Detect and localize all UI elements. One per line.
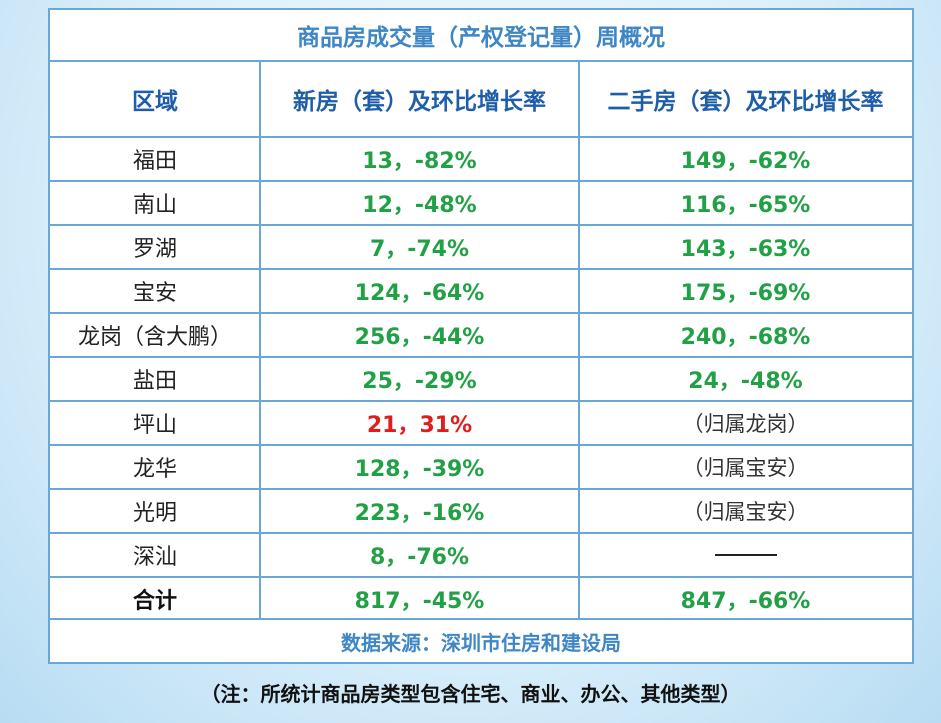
district-cell: 坪山	[132, 413, 177, 438]
new-homes-cell: 128，-39%	[354, 457, 485, 482]
divider	[50, 444, 912, 446]
resale-homes-cell: 116，-65%	[680, 193, 811, 218]
table-title: 商品房成交量（产权登记量）周概况	[297, 25, 665, 51]
table-row: 龙岗（含大鹏） 256，-44% 240，-68%	[50, 314, 912, 356]
new-homes-cell: 223，-16%	[354, 501, 485, 526]
divider	[50, 136, 912, 138]
data-table: 商品房成交量（产权登记量）周概况 区域 新房（套）及环比增长率 二手房（套）及环…	[48, 8, 914, 664]
divider	[50, 268, 912, 270]
district-cell: 光明	[132, 501, 177, 526]
district-cell: 龙华	[132, 457, 177, 482]
table-row: 坪山 21，31% （归属龙岗）	[50, 402, 912, 444]
table-row: 宝安 124，-64% 175，-69%	[50, 270, 912, 312]
new-homes-cell: 7，-74%	[369, 237, 470, 262]
total-label: 合计	[132, 589, 177, 614]
table-row: 龙华 128，-39% （归属宝安）	[50, 446, 912, 488]
new-homes-cell: 12，-48%	[362, 193, 477, 218]
total-row: 合计 817，-45% 847，-66%	[50, 578, 912, 620]
table-row: 深汕 8，-76%	[50, 534, 912, 576]
divider	[50, 356, 912, 358]
new-homes-cell: 21，31%	[366, 413, 473, 438]
resale-homes-cell: （归属宝安）	[682, 500, 809, 524]
table-row: 盐田 25，-29% 24，-48%	[50, 358, 912, 400]
resale-homes-cell: 149，-62%	[680, 149, 811, 174]
resale-homes-cell: （归属宝安）	[682, 456, 809, 480]
new-homes-cell: 124，-64%	[354, 281, 485, 306]
header-new-homes: 新房（套）及环比增长率	[293, 89, 546, 115]
resale-homes-cell: （归属龙岗）	[682, 412, 809, 436]
resale-homes-cell: 143，-63%	[680, 237, 811, 262]
table-row: 罗湖 7，-74% 143，-63%	[50, 226, 912, 268]
resale-homes-cell: 24，-48%	[688, 369, 803, 394]
divider	[50, 488, 912, 490]
dash-placeholder	[714, 554, 777, 556]
resale-homes-cell: 240，-68%	[680, 325, 811, 350]
table-row: 福田 13，-82% 149，-62%	[50, 138, 912, 180]
new-homes-cell: 13，-82%	[362, 149, 477, 174]
resale-homes-cell: 175，-69%	[680, 281, 811, 306]
header-resale-homes: 二手房（套）及环比增长率	[607, 89, 884, 115]
header-row: 区域 新房（套）及环比增长率 二手房（套）及环比增长率	[50, 62, 912, 136]
district-cell: 罗湖	[132, 237, 177, 262]
district-cell: 宝安	[132, 281, 177, 306]
new-homes-cell: 25，-29%	[362, 369, 477, 394]
divider	[50, 180, 912, 182]
new-homes-cell: 817，-45%	[354, 589, 485, 614]
district-cell: 龙岗（含大鹏）	[77, 325, 232, 350]
resale-homes-cell: 847，-66%	[680, 589, 811, 614]
divider	[50, 60, 912, 62]
divider	[50, 532, 912, 534]
new-homes-cell: 8，-76%	[369, 545, 470, 570]
district-cell: 盐田	[132, 369, 177, 394]
district-cell: 深汕	[132, 545, 177, 570]
table-row: 光明 223，-16% （归属宝安）	[50, 490, 912, 532]
district-cell: 南山	[132, 193, 177, 218]
column-divider	[259, 62, 261, 618]
column-divider	[578, 62, 580, 618]
table-row: 南山 12，-48% 116，-65%	[50, 182, 912, 224]
data-source: 数据来源：深圳市住房和建设局	[341, 630, 621, 655]
new-homes-cell: 256，-44%	[354, 325, 485, 350]
divider	[50, 312, 912, 314]
divider	[50, 576, 912, 578]
divider	[50, 224, 912, 226]
header-district: 区域	[132, 89, 178, 115]
divider	[50, 400, 912, 402]
district-cell: 福田	[132, 149, 177, 174]
divider	[50, 618, 912, 620]
resale-homes-cell	[579, 534, 912, 576]
footnote: （注：所统计商品房类型包含住宅、商业、办公、其他类型）	[200, 681, 741, 706]
